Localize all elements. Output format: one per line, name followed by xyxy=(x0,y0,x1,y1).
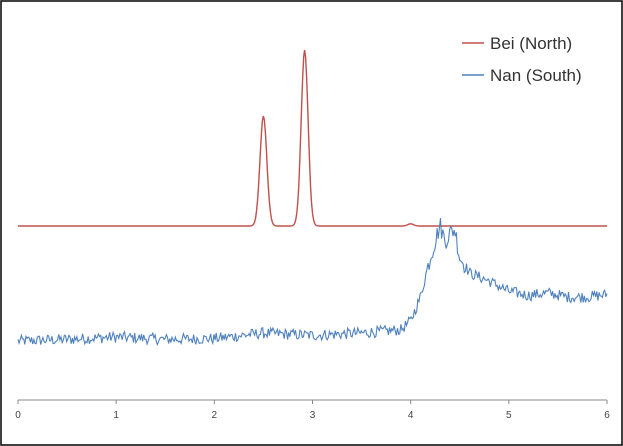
legend-label-north: Bei (North) xyxy=(490,34,572,53)
x-tick-label: 0 xyxy=(15,410,21,421)
legend: Bei (North) Nan (South) xyxy=(462,34,582,85)
plot-area xyxy=(17,49,608,347)
x-tick-label: 3 xyxy=(310,410,316,421)
series-line-south xyxy=(17,218,608,347)
x-tick-label: 1 xyxy=(113,410,119,421)
x-tick-label: 5 xyxy=(506,410,512,421)
x-tick-label: 4 xyxy=(408,410,414,421)
x-tick-label: 6 xyxy=(604,410,610,421)
x-axis: 0 1 2 3 4 5 6 xyxy=(15,399,610,421)
x-tick-label: 2 xyxy=(212,410,218,421)
legend-label-south: Nan (South) xyxy=(490,66,582,85)
series-line-north xyxy=(18,49,607,227)
